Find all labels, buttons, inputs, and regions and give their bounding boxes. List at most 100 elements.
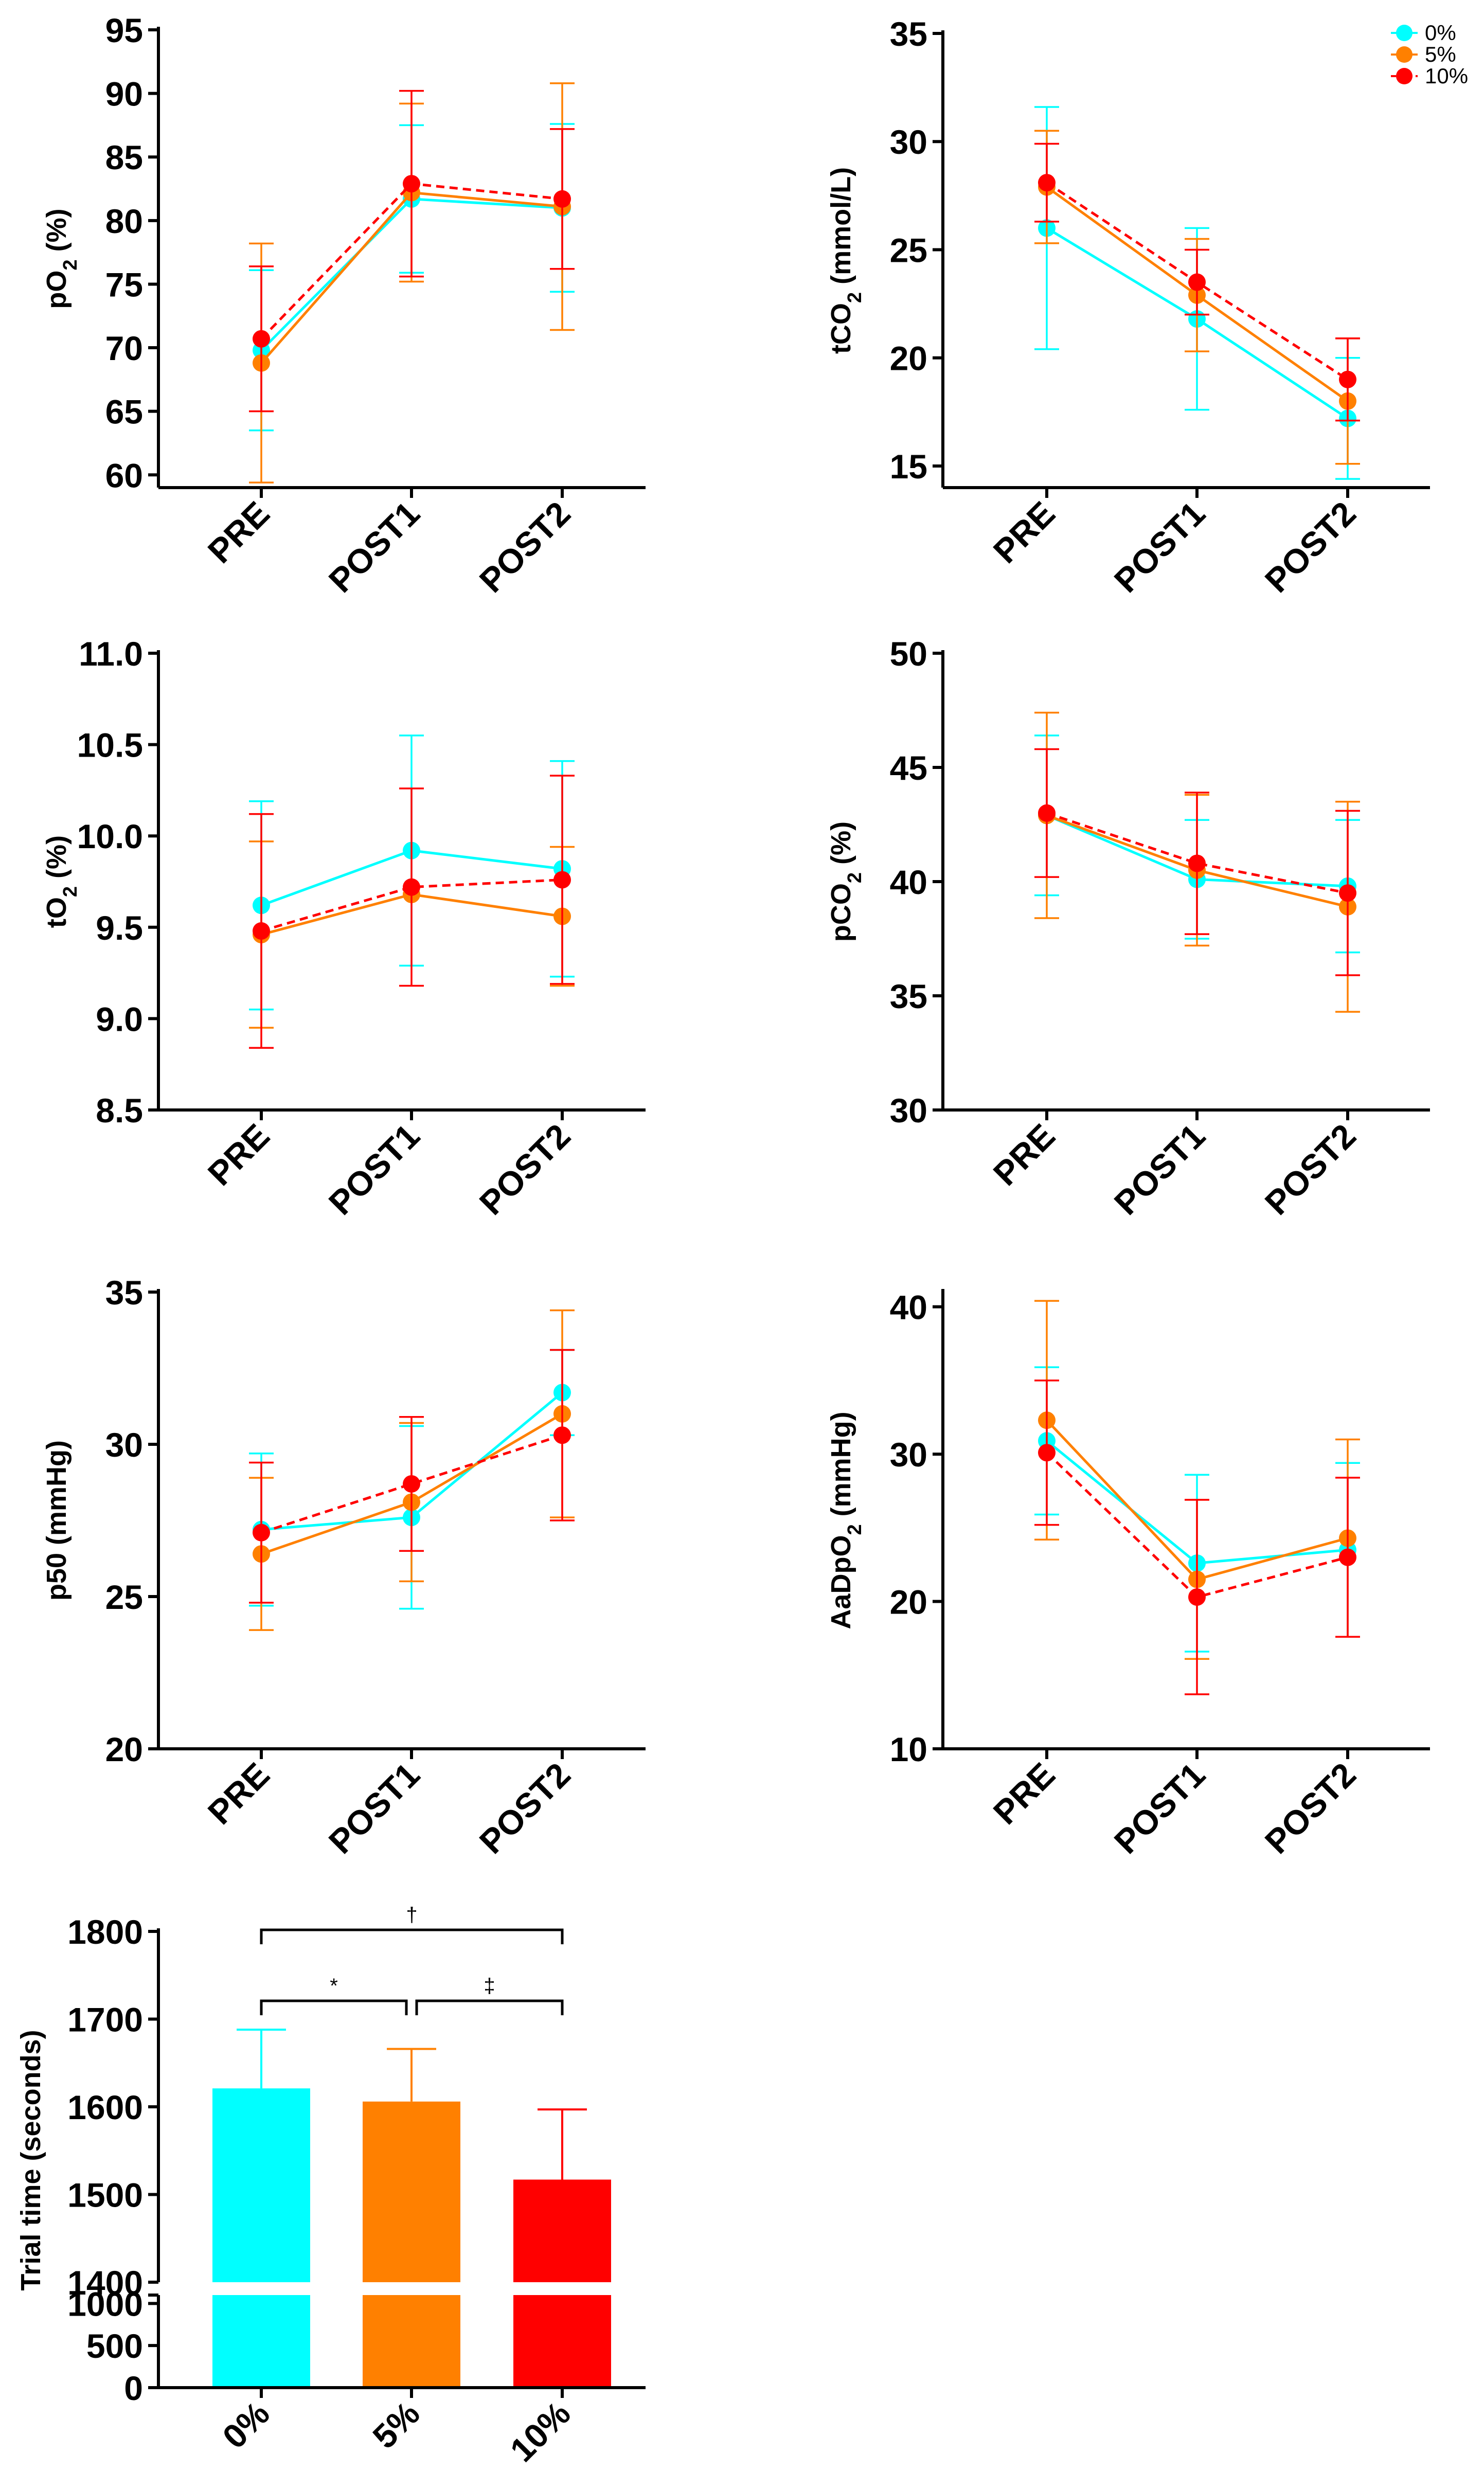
y-tick-label: 10.0 [77,817,143,855]
bar-lower [363,2295,460,2388]
legend-label: 5% [1425,42,1456,66]
y-tick-label: 40 [890,863,927,901]
data-point [553,190,571,208]
y-axis-title-subscript: 2 [844,872,866,883]
data-point [1188,1588,1206,1606]
data-point [1339,1548,1356,1566]
chart-to2: 8.5 9.0 9.5 10.0 10.5 11.0 PRE POST1 POST2 tO2 (%… [41,635,646,1222]
significance-symbol: ‡ [484,1975,495,1997]
x-tick-label: PRE [201,1117,277,1193]
y-tick-label: 30 [105,1426,143,1464]
y-tick-label: 1800 [67,1913,143,1951]
x-tick-label: PRE [201,1755,277,1832]
bar-upper [212,2088,310,2282]
series-10pct [249,89,575,413]
data-point [553,871,571,889]
y-tick-label: 15 [890,447,927,486]
legend-label: 10% [1425,64,1468,88]
y-tick-label: 30 [890,123,927,161]
x-tick-label: POST1 [1107,1117,1212,1222]
bar-lower [513,2295,611,2388]
chart-pco2: 30 35 40 45 50 PRE POST1 POST2 pCO2 (%) [826,635,1430,1222]
y-tick-label: 45 [890,749,927,787]
legend-label: 0% [1425,21,1456,45]
series-10pct [1034,142,1360,422]
y-tick-label: 50 [890,635,927,673]
x-tick-label: POST2 [472,1755,578,1861]
series-line [1046,812,1348,894]
y-tick-label: 500 [86,2327,143,2365]
y-tick-label: 0 [124,2369,143,2407]
series-10pct [249,775,575,1049]
x-tick-label: POST1 [321,1755,427,1861]
y-tick-label: 1500 [67,2176,143,2214]
x-tick-label: POST1 [1107,1755,1212,1861]
y-axis-title: pCO2 (%) [826,821,866,942]
x-tick-label: POST1 [1107,494,1212,600]
significance-bracket [415,1999,564,2015]
y-tick-label: 35 [890,15,927,53]
y-axis-title-unit: (%) [826,821,856,872]
y-tick-label: 20 [105,1730,143,1768]
y-tick-label: 60 [105,456,143,494]
y-tick-label: 1700 [67,2001,143,2039]
data-point [403,878,420,896]
bar-lower [212,2295,310,2388]
y-tick-label: 8.5 [96,1091,143,1130]
y-axis-title-subscript: 2 [844,1524,866,1535]
y-axis-title: p50 (mmHg) [41,1440,72,1601]
data-point [1038,804,1056,822]
data-point [1188,854,1206,872]
y-axis-title-main: tO [41,897,72,928]
y-axis-title-main: pCO [826,883,856,942]
x-tick-label: PRE [986,1755,1062,1832]
x-tick-label: PRE [201,494,277,570]
data-point [1038,1444,1056,1462]
legend-marker [1396,46,1413,63]
data-point [403,175,420,193]
legend: 0%5%10% [1391,21,1468,88]
x-tick-label: PRE [986,1117,1062,1193]
y-axis-title: AaDpO2 (mmHg) [826,1411,866,1629]
data-point [1339,884,1356,902]
y-tick-label: 65 [105,393,143,431]
y-tick-label: 70 [105,329,143,367]
y-tick-label: 1000 [67,2285,143,2323]
series-10pct [249,1349,575,1604]
y-axis-title-main: AaDpO [826,1535,856,1629]
y-tick-label: 35 [105,1274,143,1312]
data-point [1038,174,1056,192]
x-tick-label: POST2 [472,494,578,600]
y-axis-title: pO2 (%) [41,208,81,309]
y-axis-title-subscript: 2 [60,259,81,270]
y-tick-label: 25 [890,231,927,269]
significance-bracket [260,1999,408,2015]
significance-bracket [260,1928,564,1944]
y-axis-title: tO2 (%) [41,835,81,928]
y-tick-label: 35 [890,977,927,1015]
y-axis-title-unit: (%) [41,208,72,259]
x-tick-label: 0% [215,2394,277,2456]
x-tick-label: POST2 [1258,1755,1363,1861]
chart-p50: 20 25 30 35 PRE POST1 POST2 p50 (mmHg) [41,1274,646,1861]
significance-symbol: * [330,1975,338,1997]
y-tick-label: 25 [105,1578,143,1616]
chart-tco2: 15 20 25 30 35 PRE POST1 POST2 tCO2 (mmol/L) [826,15,1430,600]
bar-upper [363,2101,460,2282]
y-axis-title-subscript: 2 [844,292,866,303]
y-tick-label: 10 [890,1730,927,1768]
y-tick-label: 1600 [67,2088,143,2126]
x-tick-label: POST1 [321,494,427,600]
series-10pct [1034,748,1360,976]
data-point [253,1524,270,1542]
y-tick-label: 30 [890,1091,927,1130]
chart-trial: 1400 1500 1600 1700 1800 0 500 1000 0% 5% 10% Trial… [15,1904,646,2469]
x-tick-label: POST2 [1258,1117,1363,1222]
data-point [553,1426,571,1444]
y-axis-title-unit: (%) [41,835,72,886]
series-10pct [1034,1380,1360,1695]
chart-aadpo2: 10 20 30 40 PRE POST1 POST2 AaDpO2 (mmHg) [826,1288,1430,1861]
y-axis-title-main: p50 (mmHg) [41,1440,72,1601]
y-tick-label: 1400 [67,2264,143,2302]
